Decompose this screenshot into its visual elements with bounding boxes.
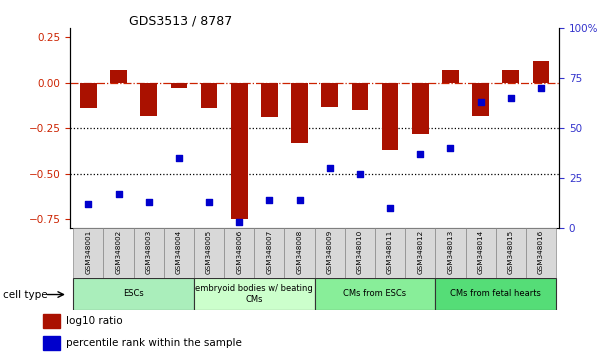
Point xyxy=(114,192,123,197)
Bar xyxy=(231,83,247,219)
Text: GSM348004: GSM348004 xyxy=(176,230,182,274)
Text: GSM348010: GSM348010 xyxy=(357,230,363,274)
Bar xyxy=(194,278,315,310)
Text: GSM348003: GSM348003 xyxy=(145,230,152,274)
Text: GSM348002: GSM348002 xyxy=(115,230,122,274)
Text: GSM348011: GSM348011 xyxy=(387,230,393,274)
Text: GSM348006: GSM348006 xyxy=(236,230,242,274)
Bar xyxy=(73,228,103,278)
Point xyxy=(84,201,93,207)
Text: GDS3513 / 8787: GDS3513 / 8787 xyxy=(129,14,232,27)
Point xyxy=(204,200,214,205)
Text: GSM348007: GSM348007 xyxy=(266,230,273,274)
Bar xyxy=(73,278,194,310)
Point xyxy=(415,152,425,157)
Bar xyxy=(315,278,436,310)
Text: GSM348005: GSM348005 xyxy=(206,230,212,274)
Text: ESCs: ESCs xyxy=(123,289,144,298)
Text: GSM348015: GSM348015 xyxy=(508,230,514,274)
Bar xyxy=(321,83,338,107)
Bar xyxy=(141,83,157,116)
Bar xyxy=(201,83,218,108)
Text: percentile rank within the sample: percentile rank within the sample xyxy=(66,338,241,348)
Bar xyxy=(291,83,308,143)
Text: CMs from fetal hearts: CMs from fetal hearts xyxy=(450,289,541,298)
Text: log10 ratio: log10 ratio xyxy=(66,316,122,326)
Point xyxy=(235,219,244,225)
Bar xyxy=(405,228,436,278)
Point xyxy=(295,198,304,203)
Bar xyxy=(345,228,375,278)
Text: cell type: cell type xyxy=(3,290,48,299)
Bar xyxy=(285,228,315,278)
Bar xyxy=(254,228,285,278)
Text: CMs from ESCs: CMs from ESCs xyxy=(343,289,406,298)
Point xyxy=(476,99,486,105)
Point xyxy=(385,205,395,211)
Bar xyxy=(315,228,345,278)
Point xyxy=(144,200,153,205)
Bar xyxy=(164,228,194,278)
Bar xyxy=(43,314,60,328)
Point xyxy=(325,166,335,171)
Bar xyxy=(442,70,459,83)
Bar xyxy=(526,228,556,278)
Bar xyxy=(412,83,428,134)
Point xyxy=(355,171,365,177)
Bar xyxy=(496,228,526,278)
Point xyxy=(445,145,455,151)
Bar xyxy=(375,228,405,278)
Point xyxy=(536,86,546,91)
Text: GSM348008: GSM348008 xyxy=(296,230,302,274)
Bar xyxy=(436,278,556,310)
Text: GSM348013: GSM348013 xyxy=(447,230,453,274)
Bar xyxy=(110,70,127,83)
Bar xyxy=(103,228,134,278)
Text: GSM348001: GSM348001 xyxy=(86,230,92,274)
Text: GSM348016: GSM348016 xyxy=(538,230,544,274)
Bar xyxy=(80,83,97,108)
Bar xyxy=(382,83,398,150)
Point xyxy=(265,198,274,203)
Text: GSM348012: GSM348012 xyxy=(417,230,423,274)
Bar xyxy=(43,336,60,350)
Bar xyxy=(502,70,519,83)
Bar xyxy=(194,228,224,278)
Bar xyxy=(134,228,164,278)
Text: embryoid bodies w/ beating
CMs: embryoid bodies w/ beating CMs xyxy=(196,284,313,303)
Bar xyxy=(436,228,466,278)
Text: GSM348009: GSM348009 xyxy=(327,230,333,274)
Bar xyxy=(170,83,187,88)
Bar xyxy=(224,228,254,278)
Bar xyxy=(533,61,549,83)
Bar xyxy=(351,83,368,110)
Text: GSM348014: GSM348014 xyxy=(478,230,484,274)
Point xyxy=(506,96,516,101)
Bar xyxy=(261,83,278,118)
Bar xyxy=(472,83,489,116)
Bar xyxy=(466,228,496,278)
Point xyxy=(174,155,184,161)
